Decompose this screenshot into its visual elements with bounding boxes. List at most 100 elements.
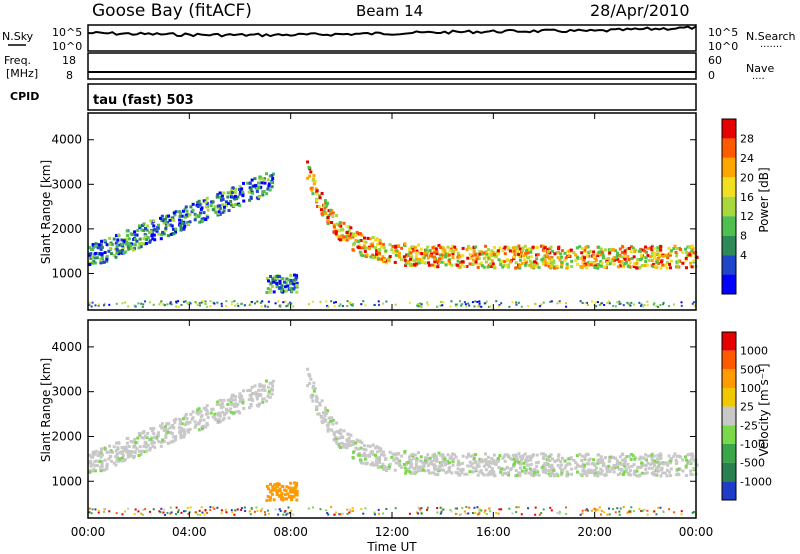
velocity-cell	[506, 473, 510, 477]
power-cell	[360, 246, 364, 250]
velocity-cell	[295, 498, 299, 502]
power-cell	[108, 236, 112, 240]
power-cell	[354, 238, 358, 242]
power-cell	[638, 301, 641, 304]
power-cell	[230, 191, 234, 195]
x-tick-label: 00:00	[71, 525, 106, 539]
velocity-cell	[121, 451, 125, 455]
power-cell	[323, 206, 327, 210]
power-cell	[532, 263, 536, 267]
velocity-cell	[361, 461, 365, 465]
velocity-cell	[274, 508, 277, 511]
velocity-cell	[436, 511, 439, 514]
velocity-cell	[661, 471, 665, 475]
power-cell	[242, 199, 246, 203]
power-cell	[585, 301, 588, 304]
velocity-cell	[200, 413, 204, 417]
power-cell	[145, 228, 149, 232]
velocity-cell	[408, 512, 411, 515]
velocity-cell	[410, 463, 414, 467]
power-cell	[331, 214, 335, 218]
power-cell	[312, 178, 316, 182]
power-cell	[288, 282, 292, 286]
velocity-cell	[240, 507, 243, 510]
velocity-cell	[622, 464, 626, 468]
power-cell	[657, 257, 661, 261]
velocity-cell	[488, 510, 491, 513]
power-cell	[100, 245, 104, 249]
velocity-cell	[675, 460, 679, 464]
velocity-cell	[418, 507, 421, 510]
power-cell	[668, 266, 672, 270]
velocity-cell	[141, 513, 144, 516]
power-cell	[413, 245, 417, 249]
power-cell	[100, 239, 104, 243]
power-cell	[458, 261, 462, 265]
velocity-cell	[122, 458, 126, 462]
velocity-cell	[275, 489, 279, 493]
power-cell	[549, 265, 553, 269]
velocity-cell	[186, 506, 189, 509]
power-cell	[681, 250, 685, 254]
velocity-cell	[312, 506, 315, 509]
velocity-cell	[574, 461, 578, 465]
power-cell	[560, 255, 564, 259]
power-cell	[287, 303, 290, 306]
velocity-cell	[584, 453, 588, 457]
velocity-cell	[507, 471, 511, 475]
power-cell	[550, 260, 554, 264]
power-cell	[548, 257, 552, 261]
power-cell	[472, 246, 476, 250]
power-cell	[474, 245, 478, 249]
power-cell	[404, 263, 408, 267]
power-cell	[405, 255, 409, 259]
power-cell	[426, 245, 430, 249]
velocity-colorbar-segment	[722, 425, 736, 444]
velocity-cell	[463, 472, 467, 476]
velocity-cell	[280, 493, 284, 497]
velocity-cell	[307, 373, 311, 377]
velocity-cell	[674, 458, 678, 462]
velocity-cell	[358, 439, 362, 443]
power-cell	[278, 279, 282, 283]
velocity-cell	[449, 508, 452, 511]
velocity-cell	[219, 403, 223, 407]
velocity-cell	[183, 432, 187, 436]
velocity-cell	[541, 467, 545, 471]
velocity-cell	[213, 507, 216, 510]
velocity-cell	[397, 462, 401, 466]
velocity-cell	[463, 510, 466, 513]
power-cell	[233, 191, 237, 195]
power-cell	[661, 254, 665, 258]
power-cell	[174, 210, 178, 214]
velocity-cell	[378, 455, 382, 459]
power-cell	[480, 252, 484, 256]
power-cell	[213, 302, 216, 305]
power-cell	[595, 305, 598, 308]
velocity-cell	[596, 461, 600, 465]
velocity-cell	[233, 513, 236, 516]
velocity-cell	[490, 472, 494, 476]
velocity-cell	[553, 459, 557, 463]
velocity-cell	[646, 509, 649, 512]
power-cell	[460, 263, 464, 267]
velocity-cell	[451, 452, 455, 456]
velocity-cell	[315, 406, 319, 410]
power-cell	[589, 263, 593, 267]
velocity-cell	[322, 417, 326, 421]
velocity-cell	[231, 403, 235, 407]
velocity-cell	[575, 454, 579, 458]
velocity-cell	[636, 466, 640, 470]
velocity-cell	[178, 419, 182, 423]
velocity-cell	[427, 471, 431, 475]
power-cell	[221, 210, 225, 214]
power-cell	[285, 277, 289, 281]
power-cell	[440, 254, 444, 258]
velocity-cell	[292, 486, 296, 490]
power-cell	[188, 220, 192, 224]
velocity-cell	[458, 468, 462, 472]
power-cell	[541, 260, 545, 264]
power-cell	[348, 236, 352, 240]
velocity-cell	[605, 465, 609, 469]
